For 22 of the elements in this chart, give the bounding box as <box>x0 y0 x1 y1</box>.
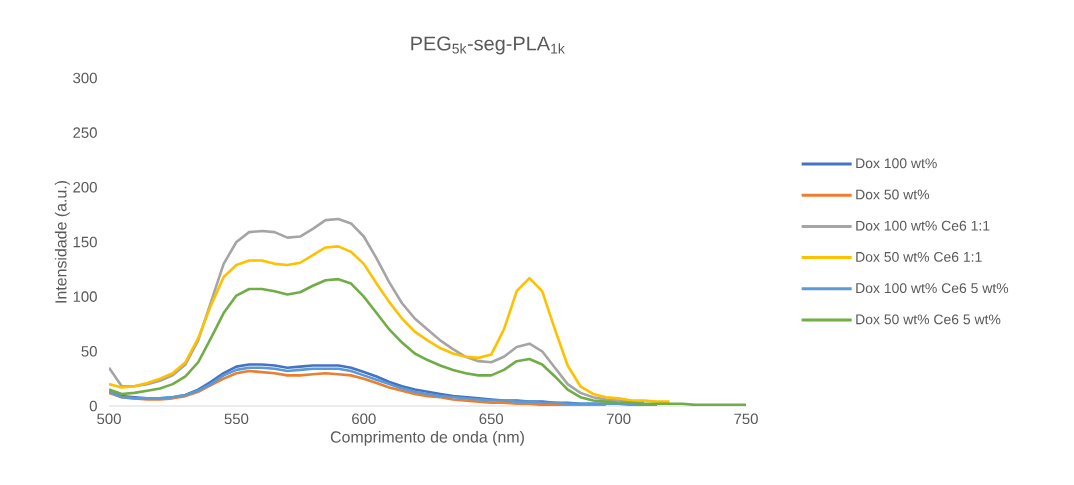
x-tick-label: 650 <box>479 413 504 425</box>
y-tick-label: 300 <box>73 72 97 84</box>
x-axis-title: Comprimento de onda (nm) <box>330 430 524 446</box>
chart-title: PEG$_{5k}$-seg-PLA$_{1k}$ <box>411 36 565 55</box>
x-tick-label: 750 <box>734 413 758 425</box>
legend-label: Dox 50 wt% Ce6 5 wt% <box>856 314 1001 325</box>
x-tick-label: 500 <box>97 413 121 425</box>
y-axis-title: Intensidade (a.u.) <box>54 180 70 303</box>
y-tick-label: 200 <box>73 182 97 193</box>
y-tick-label: 150 <box>73 236 97 248</box>
y-tick-label: 0 <box>89 400 97 412</box>
x-tick-label: 600 <box>352 413 376 425</box>
legend-label: Dox 100 wt% Ce6 5 wt% <box>856 283 1009 294</box>
legend-label: Dox 100 wt% Ce6 1:1 <box>856 220 990 231</box>
x-tick-label: 550 <box>224 413 249 425</box>
legend-label: Dox 50 wt% <box>856 189 930 200</box>
x-tick-label: 700 <box>606 413 631 425</box>
legend-label: Dox 100 wt% <box>856 158 937 169</box>
y-tick-label: 250 <box>73 127 97 138</box>
legend-label: Dox 50 wt% Ce6 1:1 <box>856 251 982 262</box>
y-tick-label: 100 <box>73 291 97 302</box>
y-tick-label: 50 <box>81 346 97 357</box>
